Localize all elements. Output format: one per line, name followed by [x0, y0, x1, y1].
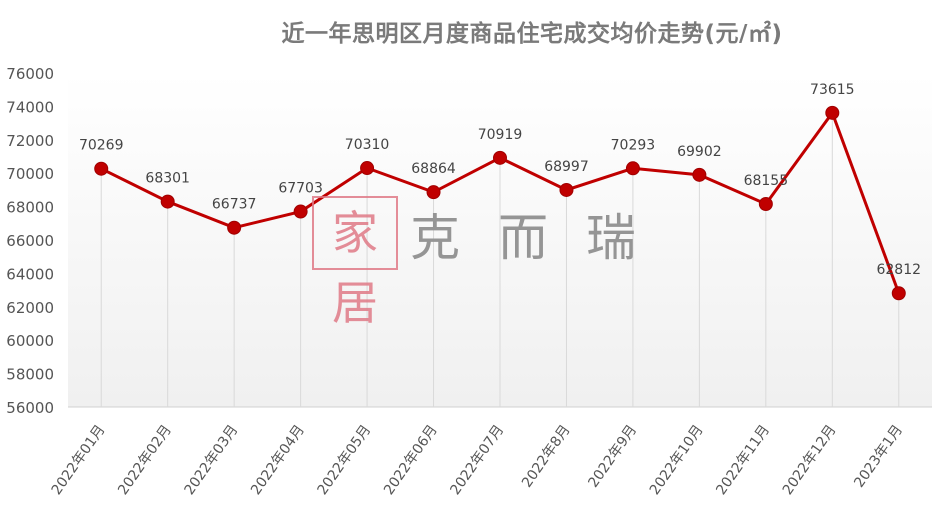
x-tick-label: 2022年11月 [713, 422, 773, 498]
x-tick-label: 2022年9月 [585, 422, 640, 491]
y-tick-label: 64000 [6, 265, 54, 283]
x-tick-label: 2022年01月 [49, 422, 109, 498]
x-tick-label: 2023年1月 [851, 422, 906, 491]
data-label: 62812 [876, 262, 921, 278]
data-point [160, 194, 175, 209]
data-point [692, 167, 707, 182]
x-tick-label: 2022年05月 [315, 422, 375, 498]
data-point [293, 204, 308, 219]
x-tick-label: 2022年10月 [647, 422, 707, 498]
watermark: 家居 克而瑞 [310, 196, 640, 330]
y-tick-label: 74000 [6, 98, 54, 116]
x-tick-label: 2022年07月 [447, 422, 507, 498]
y-tick-label: 62000 [6, 299, 54, 317]
data-label: 70919 [478, 127, 523, 143]
x-tick-label: 2022年06月 [381, 422, 441, 498]
data-point [94, 161, 109, 176]
y-tick-label: 60000 [6, 332, 54, 350]
data-point [227, 220, 242, 235]
watermark-seal-logo: 家居 [312, 196, 398, 330]
y-tick-label: 58000 [6, 366, 54, 384]
y-tick-label: 56000 [6, 399, 54, 417]
data-label: 68301 [145, 171, 190, 187]
x-tick-label: 2022年04月 [248, 422, 308, 498]
data-label: 68155 [744, 173, 789, 189]
x-tick-label: 2022年8月 [519, 422, 574, 491]
y-tick-label: 72000 [6, 132, 54, 150]
data-label: 69902 [677, 144, 722, 160]
data-label: 73615 [810, 82, 855, 98]
watermark-text: 克而瑞 [410, 209, 674, 267]
data-point [825, 105, 840, 120]
data-label: 67703 [278, 181, 323, 197]
data-point [625, 161, 640, 176]
x-tick-label: 2022年12月 [780, 422, 840, 498]
y-tick-label: 70000 [6, 165, 54, 183]
data-label: 68864 [411, 161, 456, 177]
data-point [426, 185, 441, 200]
y-tick-label: 66000 [6, 232, 54, 250]
data-point [758, 197, 773, 212]
x-tick-label: 2022年02月 [115, 422, 175, 498]
data-label: 70269 [79, 138, 124, 154]
data-point [559, 182, 574, 197]
data-point [493, 150, 507, 165]
y-tick-label: 68000 [6, 199, 54, 217]
data-label: 70310 [345, 137, 390, 153]
data-label: 68997 [544, 159, 589, 175]
chart-title: 近一年思明区月度商品住宅成交均价走势(元/㎡) [281, 21, 783, 47]
data-label: 70293 [611, 137, 656, 153]
data-point [360, 161, 375, 176]
data-label: 66737 [212, 197, 257, 213]
x-tick-label: 2022年03月 [182, 422, 242, 498]
data-point [891, 286, 906, 301]
y-tick-label: 76000 [6, 65, 54, 83]
